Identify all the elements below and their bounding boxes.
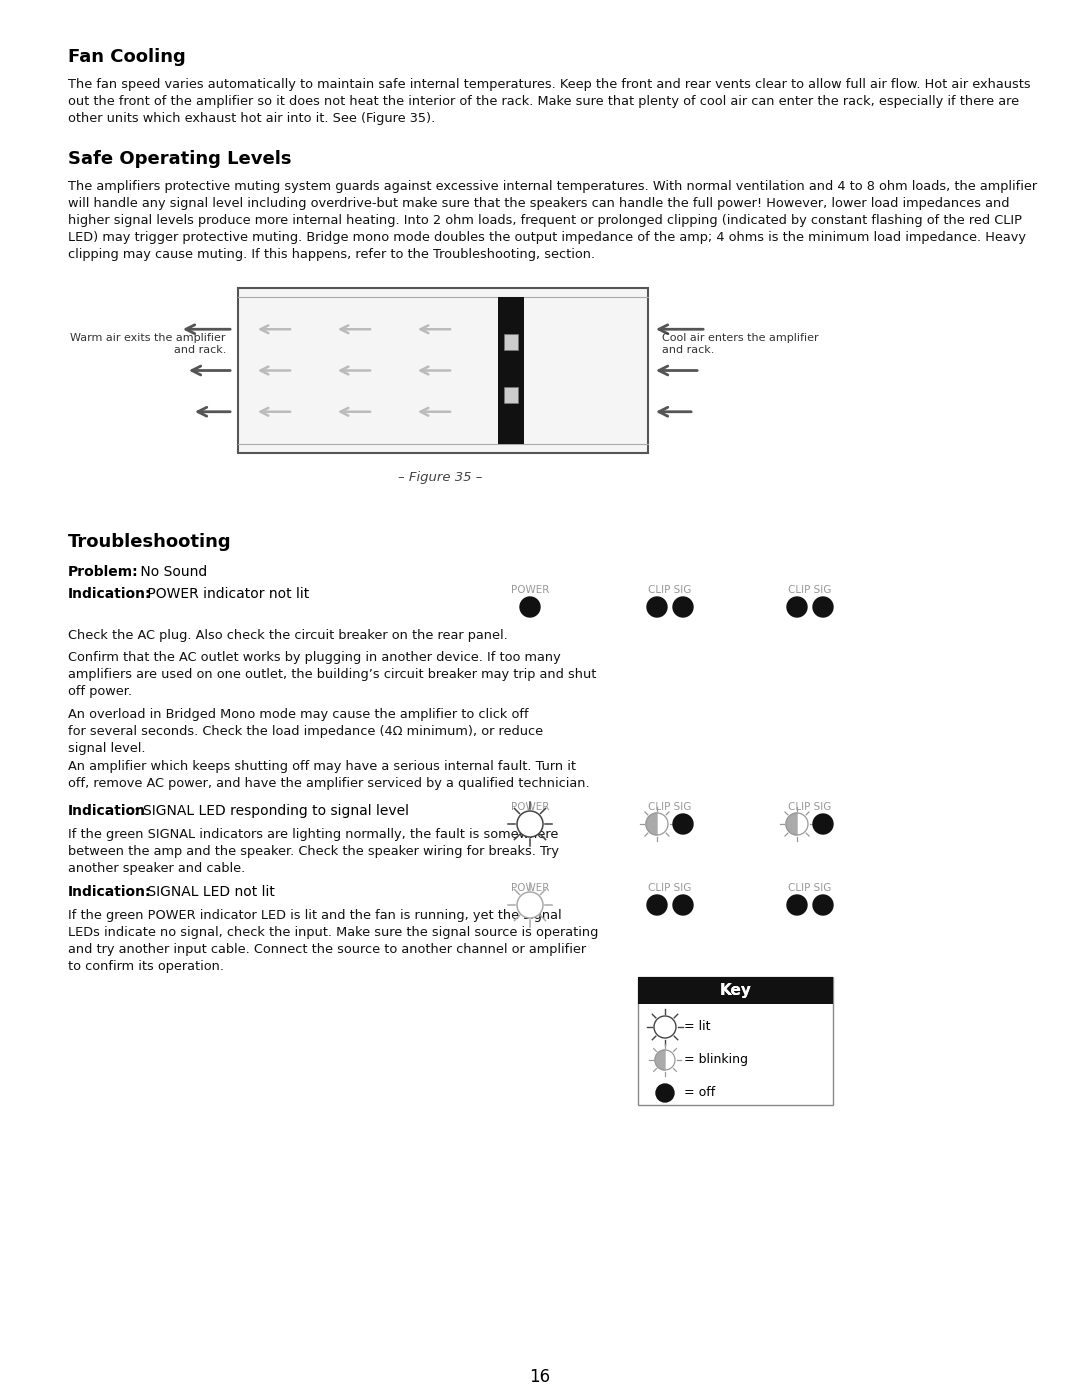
Circle shape xyxy=(673,814,693,834)
Text: Confirm that the AC outlet works by plugging in another device. If too many
ampl: Confirm that the AC outlet works by plug… xyxy=(68,651,596,698)
Bar xyxy=(498,298,525,444)
Text: If the green SIGNAL indicators are lighting normally, the fault is somewhere
bet: If the green SIGNAL indicators are light… xyxy=(68,828,559,875)
Text: = blinking: = blinking xyxy=(684,1053,748,1066)
Text: Safe Operating Levels: Safe Operating Levels xyxy=(68,149,292,168)
Text: : SIGNAL LED responding to signal level: : SIGNAL LED responding to signal level xyxy=(134,805,409,819)
Circle shape xyxy=(813,814,833,834)
Text: – Figure 35 –: – Figure 35 – xyxy=(397,471,482,483)
Text: = off: = off xyxy=(684,1087,715,1099)
Circle shape xyxy=(647,895,667,915)
Text: Check the AC plug. Also check the circuit breaker on the rear panel.: Check the AC plug. Also check the circui… xyxy=(68,629,508,643)
Text: POWER: POWER xyxy=(511,585,550,595)
Text: The fan speed varies automatically to maintain safe internal temperatures. Keep : The fan speed varies automatically to ma… xyxy=(68,78,1030,124)
Polygon shape xyxy=(786,813,797,835)
Text: CLIP SIG: CLIP SIG xyxy=(648,802,691,812)
Circle shape xyxy=(787,895,807,915)
Text: Indication:: Indication: xyxy=(68,886,151,900)
Circle shape xyxy=(787,597,807,617)
Text: CLIP SIG: CLIP SIG xyxy=(788,883,832,893)
Text: The amplifiers protective muting system guards against excessive internal temper: The amplifiers protective muting system … xyxy=(68,180,1037,261)
Text: Indication:: Indication: xyxy=(68,587,151,601)
Text: Key: Key xyxy=(719,983,752,997)
Circle shape xyxy=(673,895,693,915)
Polygon shape xyxy=(654,1051,665,1070)
Bar xyxy=(638,977,833,1004)
Bar xyxy=(504,387,518,402)
Text: CLIP SIG: CLIP SIG xyxy=(648,585,691,595)
FancyBboxPatch shape xyxy=(238,288,648,453)
Bar xyxy=(504,334,518,351)
Polygon shape xyxy=(646,813,657,835)
Text: SIGNAL LED not lit: SIGNAL LED not lit xyxy=(143,886,275,900)
Text: Troubleshooting: Troubleshooting xyxy=(68,534,231,550)
Circle shape xyxy=(647,597,667,617)
Text: An overload in Bridged Mono mode may cause the amplifier to click off
for severa: An overload in Bridged Mono mode may cau… xyxy=(68,708,543,754)
Circle shape xyxy=(656,1084,674,1102)
Circle shape xyxy=(813,895,833,915)
Circle shape xyxy=(813,597,833,617)
Text: CLIP SIG: CLIP SIG xyxy=(788,802,832,812)
Text: Cool air enters the amplifier
and rack.: Cool air enters the amplifier and rack. xyxy=(662,332,819,355)
Text: CLIP SIG: CLIP SIG xyxy=(648,883,691,893)
Bar xyxy=(638,977,833,1004)
Circle shape xyxy=(517,812,543,837)
Circle shape xyxy=(519,597,540,617)
Text: Fan Cooling: Fan Cooling xyxy=(68,47,186,66)
Text: Warm air exits the amplifier
and rack.: Warm air exits the amplifier and rack. xyxy=(70,332,226,355)
Text: POWER indicator not lit: POWER indicator not lit xyxy=(143,587,309,601)
Text: An amplifier which keeps shutting off may have a serious internal fault. Turn it: An amplifier which keeps shutting off ma… xyxy=(68,760,590,789)
Text: 16: 16 xyxy=(529,1368,551,1386)
Text: POWER: POWER xyxy=(511,802,550,812)
Text: Key: Key xyxy=(719,983,752,997)
Circle shape xyxy=(517,893,543,918)
Circle shape xyxy=(673,597,693,617)
Text: Problem:: Problem: xyxy=(68,564,138,578)
FancyBboxPatch shape xyxy=(638,977,833,1105)
Circle shape xyxy=(654,1016,676,1038)
Text: Indication: Indication xyxy=(68,805,146,819)
Text: = lit: = lit xyxy=(684,1020,711,1034)
Text: CLIP SIG: CLIP SIG xyxy=(788,585,832,595)
Text: POWER: POWER xyxy=(511,883,550,893)
Text: If the green POWER indicator LED is lit and the fan is running, yet the signal
L: If the green POWER indicator LED is lit … xyxy=(68,909,598,972)
Text: No Sound: No Sound xyxy=(136,564,207,578)
